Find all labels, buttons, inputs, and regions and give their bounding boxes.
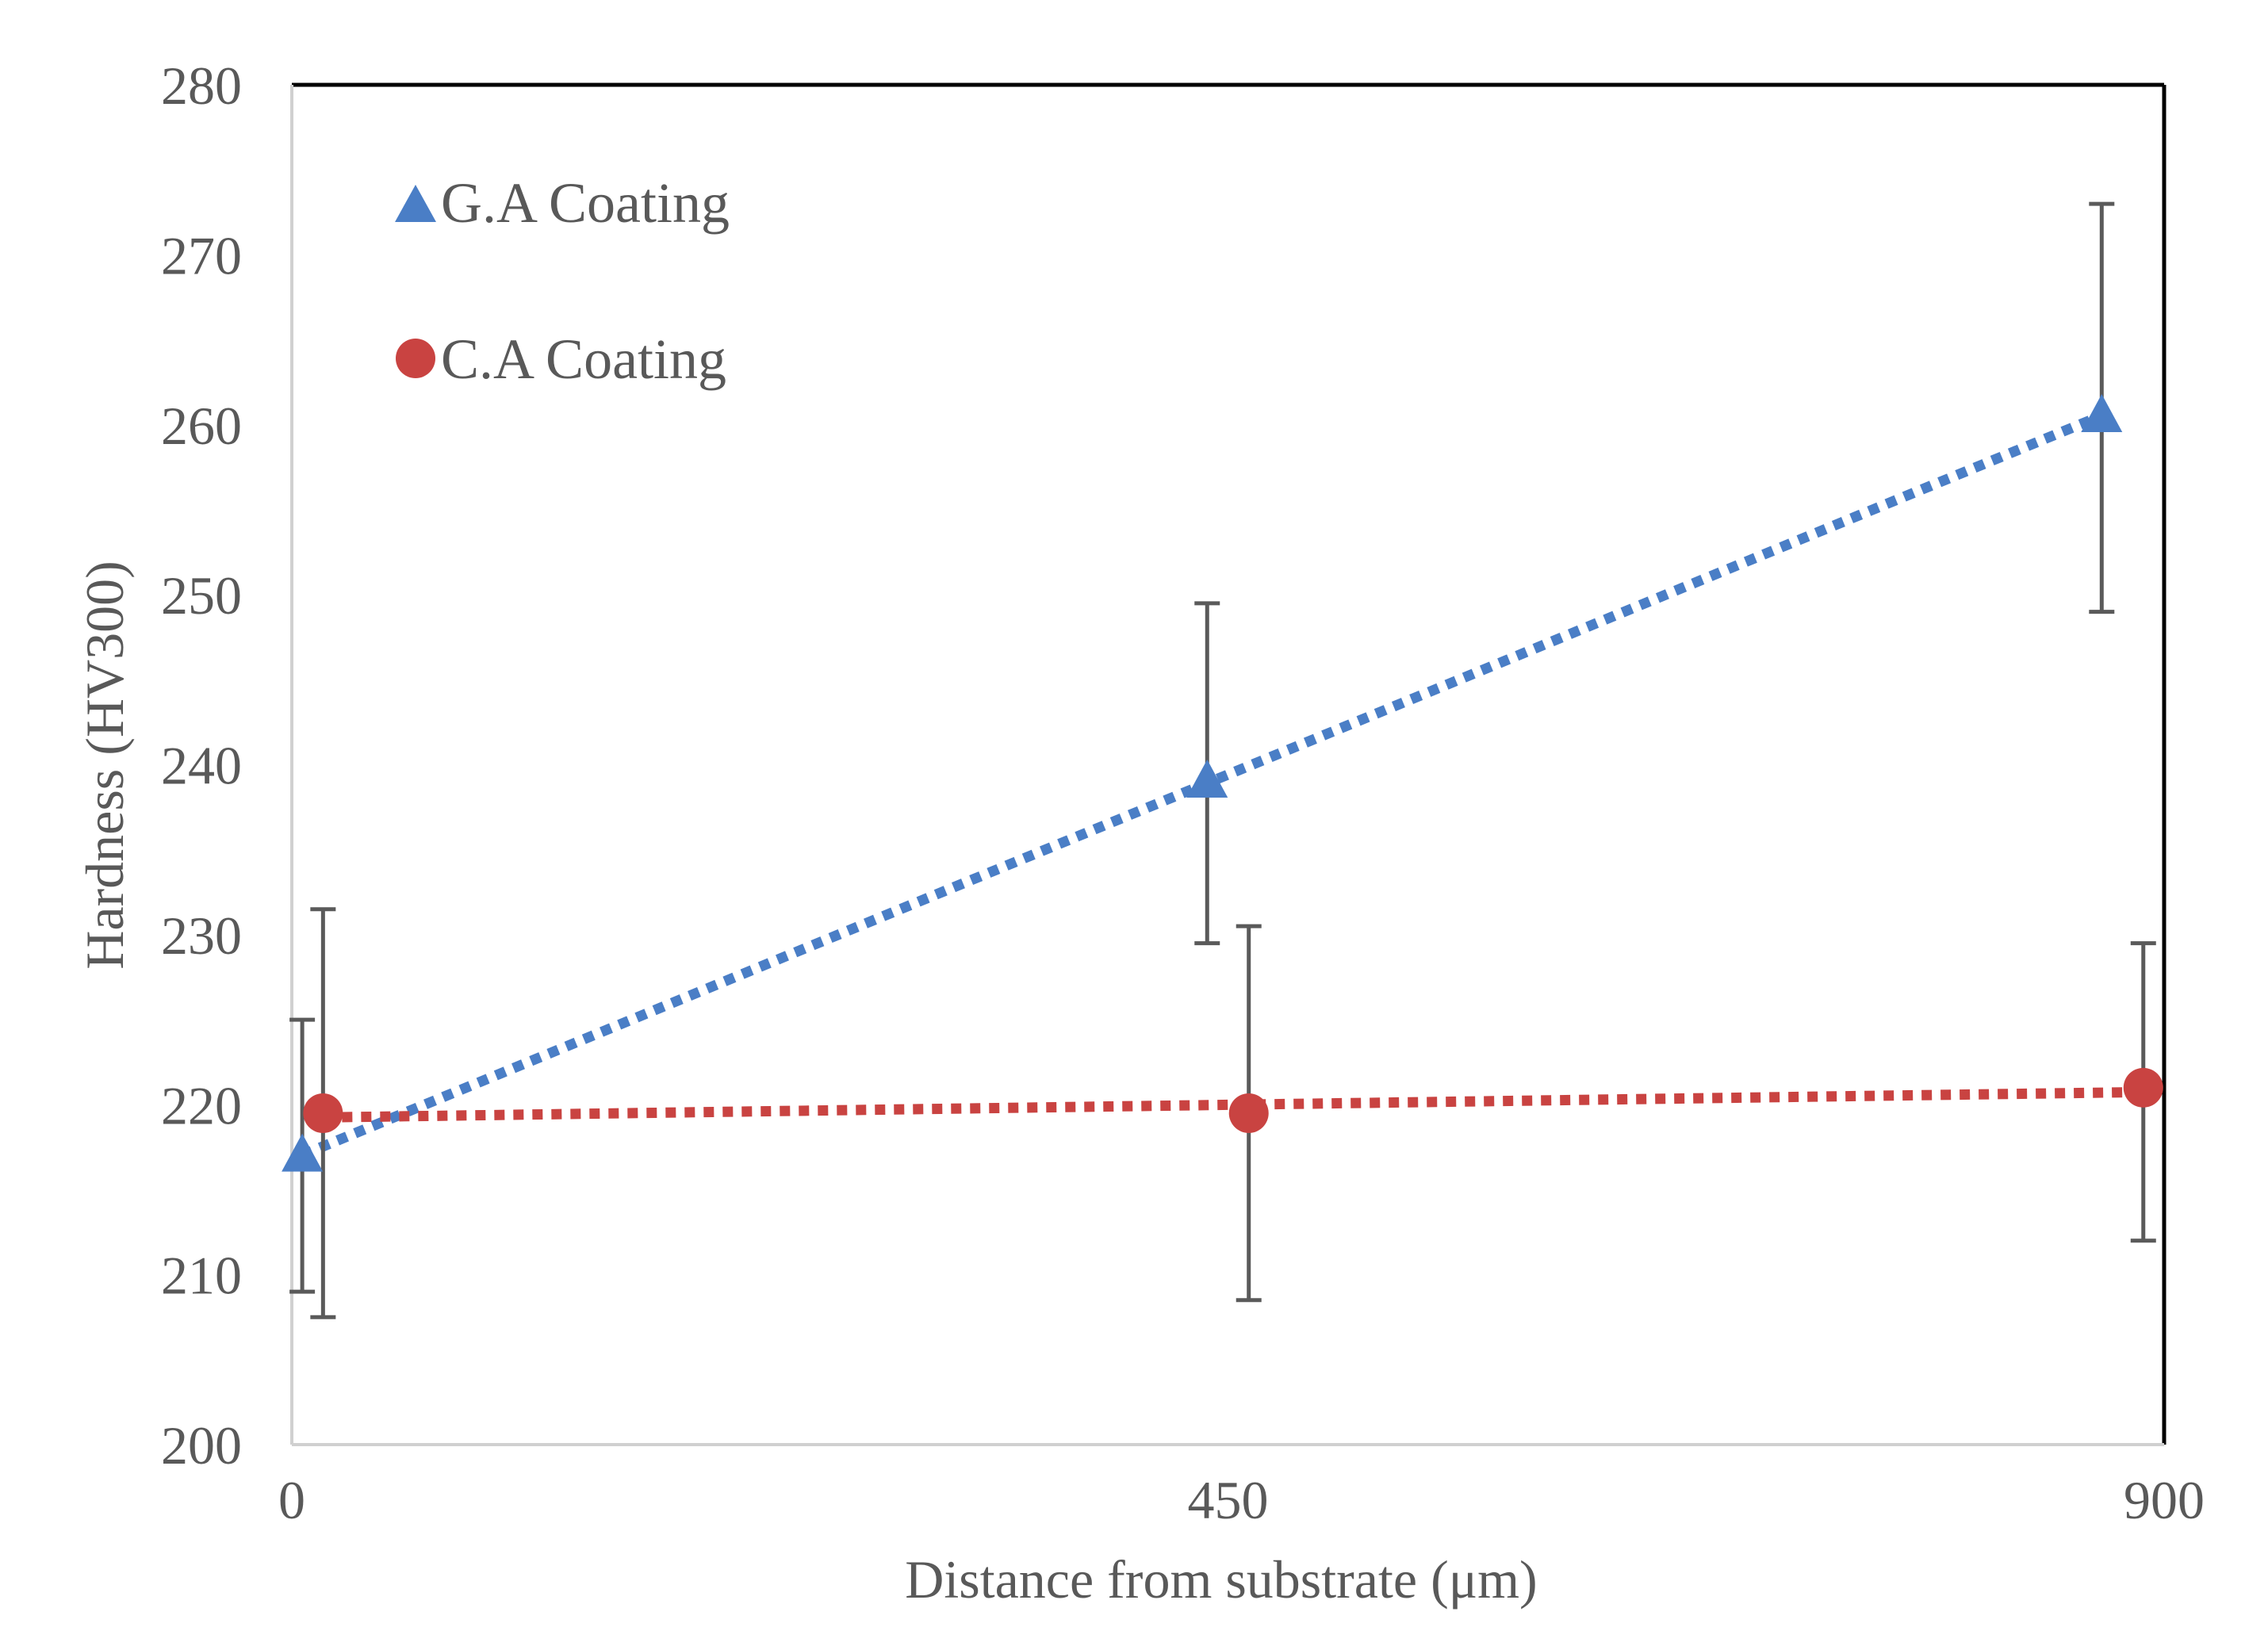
x-tick-labels: 0 450 900 <box>278 1470 2205 1530</box>
y-tick-label: 200 <box>161 1415 242 1476</box>
y-tick-label: 220 <box>161 1075 242 1135</box>
legend-marker-ca <box>396 339 435 378</box>
data-point-ga <box>2081 394 2123 433</box>
y-tick-label: 270 <box>161 225 242 285</box>
x-tick-label: 450 <box>1188 1470 1269 1530</box>
y-tick-label: 230 <box>161 905 242 966</box>
y-tick-label: 240 <box>161 736 242 796</box>
data-point-ca <box>1228 1093 1269 1133</box>
y-tick-label: 210 <box>161 1246 242 1306</box>
data-point-ca <box>2123 1067 2163 1108</box>
series-layer <box>282 201 2163 1319</box>
data-point-ga <box>282 1133 324 1172</box>
legend: G.A Coating C.A Coating <box>395 171 730 391</box>
legend-label-ca: C.A Coating <box>441 327 726 391</box>
y-tick-label: 280 <box>161 56 242 116</box>
x-axis-title: Distance from substrate (μm) <box>905 1549 1537 1610</box>
legend-marker-ga <box>395 185 436 222</box>
y-axis-title: Hardness (HV300) <box>75 561 135 970</box>
y-tick-labels: 200 210 220 230 240 250 260 270 280 <box>161 56 242 1476</box>
legend-label-ga: G.A Coating <box>441 171 730 235</box>
data-point-ca <box>303 1093 343 1133</box>
y-tick-label: 260 <box>161 396 242 456</box>
data-point-ga <box>1186 759 1228 798</box>
y-tick-label: 250 <box>161 565 242 626</box>
x-tick-label: 900 <box>2124 1470 2205 1530</box>
x-tick-label: 0 <box>278 1470 305 1530</box>
